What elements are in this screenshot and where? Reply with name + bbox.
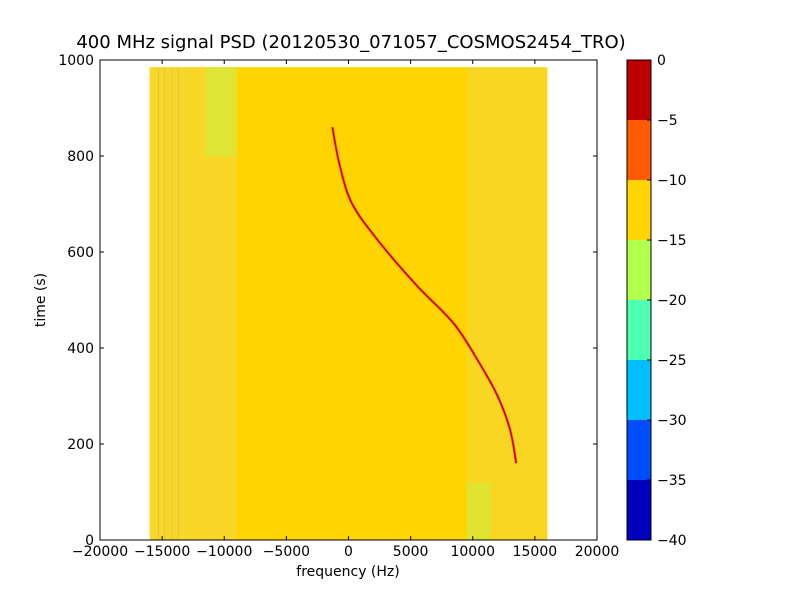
heatmap-weak-region-1	[466, 482, 492, 540]
colorbar-band-0	[627, 480, 651, 540]
x-tick-label-7: 15000	[513, 544, 558, 560]
y-tick-label-2: 400	[67, 341, 94, 357]
heatmap-weak-region-0	[205, 67, 237, 156]
y-tick-label-3: 600	[67, 245, 94, 261]
colorbar-band-1	[627, 420, 651, 480]
y-tick-label-5: 1000	[58, 53, 94, 69]
colorbar-tick-label-6: −10	[657, 173, 687, 189]
colorbar-band-5	[627, 180, 651, 240]
colorbar-tick-label-3: −25	[657, 353, 687, 369]
y-tick-label-4: 800	[67, 149, 94, 165]
colorbar-band-2	[627, 360, 651, 420]
chart-title: 400 MHz signal PSD (20120530_071057_COSM…	[76, 32, 625, 53]
y-tick-label-1: 200	[67, 437, 94, 453]
x-tick-label-8: 20000	[575, 544, 620, 560]
x-tick-label-6: 10000	[450, 544, 495, 560]
colorbar-tick-label-7: −5	[657, 113, 678, 129]
colorbar-tick-label-8: 0	[657, 53, 666, 69]
x-tick-label-2: −10000	[196, 544, 252, 560]
colorbar-bands	[627, 60, 651, 540]
signal-trace	[331, 127, 517, 464]
y-tick-label-0: 0	[85, 533, 94, 549]
colorbar-tick-label-4: −20	[657, 293, 687, 309]
y-axis-label: time (s)	[33, 273, 49, 327]
colorbar-band-6	[627, 120, 651, 180]
y-axis: 0 200 400 600 800 1000	[58, 53, 597, 549]
x-axis-label: frequency (Hz)	[296, 564, 399, 580]
colorbar-tick-label-0: −40	[657, 533, 687, 549]
plot-area	[99, 59, 598, 541]
colorbar-band-4	[627, 240, 651, 300]
colorbar-tick-label-1: −35	[657, 473, 687, 489]
colorbar-tick-label-2: −30	[657, 413, 687, 429]
x-tick-label-5: 5000	[393, 544, 429, 560]
colorbar-tick-label-5: −15	[657, 233, 687, 249]
x-axis: −20000 −15000 −10000 −5000 0 5000 10000 15000 20…	[72, 60, 619, 560]
signal-trace-layer	[330, 126, 518, 464]
x-tick-label-4: 0	[344, 544, 353, 560]
heatmap-layer	[149, 67, 548, 540]
colorbar: −40 −35 −30 −25 −20 −15 −10 −5 0	[626, 53, 687, 549]
colorbar-band-7	[627, 60, 651, 120]
colorbar-band-3	[627, 300, 651, 360]
x-tick-label-0: −20000	[72, 544, 128, 560]
x-tick-label-1: −15000	[134, 544, 190, 560]
x-tick-label-3: −5000	[263, 544, 310, 560]
colorbar-ticks: −40 −35 −30 −25 −20 −15 −10 −5 0	[647, 53, 687, 549]
heatmap-right-edge-band	[466, 67, 548, 540]
